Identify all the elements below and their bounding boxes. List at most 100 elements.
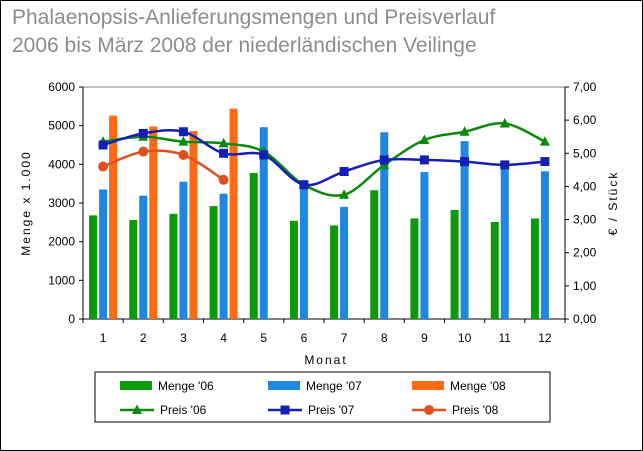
series-point — [460, 157, 470, 167]
bar — [139, 195, 148, 319]
x-tick-label: 10 — [458, 331, 472, 345]
bar — [219, 193, 228, 319]
series-point — [299, 180, 309, 190]
bar — [410, 218, 419, 319]
x-tick-label: 3 — [180, 331, 187, 345]
series-point — [379, 155, 389, 165]
legend-swatch — [268, 381, 300, 390]
y-left-tick-label: 5000 — [48, 119, 75, 133]
bar — [179, 181, 188, 319]
bar — [189, 131, 198, 319]
bar — [149, 126, 158, 319]
series-point — [339, 167, 349, 177]
x-axis-title: Monat — [304, 353, 347, 367]
bar — [460, 141, 469, 319]
x-tick-label: 7 — [341, 331, 348, 345]
legend-box — [94, 371, 551, 423]
right-axis: 0,00 1,00 2,00 3,00 4,00 5,00 6,00 7,00 — [564, 80, 597, 326]
y-left-tick-label: 3000 — [48, 196, 75, 210]
bar — [249, 172, 258, 319]
legend-label: Preis '07 — [308, 403, 355, 417]
bar — [169, 213, 178, 319]
bar — [299, 183, 308, 319]
legend-label: Preis '06 — [160, 403, 207, 417]
x-tick-label: 12 — [538, 331, 552, 345]
series-point — [539, 136, 550, 146]
bar — [330, 225, 339, 319]
y-left-axis-title: Menge x 1.000 — [19, 150, 33, 255]
x-tick-label: 4 — [220, 331, 227, 345]
series-point — [219, 148, 229, 158]
series-point — [540, 157, 550, 167]
legend-label: Menge '08 — [450, 379, 506, 393]
y-right-tick-label: 1,00 — [573, 279, 597, 293]
series-point — [339, 189, 350, 199]
bar — [370, 190, 379, 319]
series-point — [178, 127, 188, 137]
y-right-axis-title: € / Stück — [606, 171, 620, 236]
series-line — [102, 149, 225, 181]
series-point — [500, 160, 510, 170]
legend-swatch — [120, 381, 152, 390]
bar — [109, 115, 118, 319]
y-left-tick-label: 1000 — [48, 273, 75, 287]
y-right-tick-label: 3,00 — [573, 213, 597, 227]
bar — [380, 132, 389, 319]
y-left-tick-label: 6000 — [48, 80, 75, 94]
legend-swatch — [412, 381, 444, 390]
bars-group — [89, 108, 549, 319]
y-right-tick-label: 0,00 — [573, 312, 597, 326]
x-tick-label: 8 — [381, 331, 388, 345]
series-point — [218, 174, 229, 185]
y-left-tick-label: 2000 — [48, 235, 75, 249]
bar — [209, 206, 218, 319]
y-left-tick-label: 0 — [68, 312, 75, 326]
bar — [420, 172, 429, 319]
bar — [450, 209, 459, 319]
series-point — [98, 161, 109, 172]
x-tick-label: 11 — [499, 331, 512, 345]
x-tick-label: 5 — [260, 331, 267, 345]
series-point — [459, 126, 470, 136]
x-tick-label: 9 — [421, 331, 428, 345]
bar — [129, 220, 138, 319]
series-point — [98, 140, 108, 150]
series-point — [218, 137, 229, 148]
series-point — [178, 136, 189, 146]
legend-marker — [280, 405, 290, 415]
bar — [89, 215, 98, 319]
series-point — [138, 146, 149, 157]
x-tick-label: 6 — [301, 331, 308, 345]
bar — [500, 168, 509, 319]
bar — [259, 127, 268, 319]
y-left-tick-label: 4000 — [48, 157, 75, 171]
legend-marker — [424, 405, 434, 415]
legend-label: Menge '06 — [158, 379, 214, 393]
series-point — [138, 128, 148, 138]
legend-marker — [132, 404, 142, 414]
chart-title-line-2: 2006 bis März 2008 der niederländischen … — [12, 34, 477, 57]
lines-group — [98, 117, 550, 199]
series-point — [259, 150, 269, 160]
legend-label: Preis '08 — [452, 403, 499, 417]
y-right-tick-label: 5,00 — [573, 146, 597, 160]
left-axis: 0 1000 2000 3000 4000 5000 6000 — [48, 80, 84, 326]
y-right-tick-label: 4,00 — [573, 179, 597, 193]
x-tick-label: 2 — [140, 331, 147, 345]
y-right-tick-label: 2,00 — [573, 246, 597, 260]
legend: Menge '06 Menge '07 Menge '08 Preis '06 Prei… — [120, 379, 506, 417]
bar — [340, 206, 349, 319]
y-right-tick-label: 6,00 — [573, 113, 597, 127]
series-point — [419, 155, 429, 165]
x-tick-label: 1 — [100, 331, 107, 345]
series-point — [419, 134, 430, 145]
bar — [99, 189, 108, 319]
bar — [289, 220, 298, 319]
series-point — [499, 117, 510, 128]
bar — [540, 171, 549, 319]
legend-label: Menge '07 — [306, 379, 362, 393]
bar — [229, 108, 238, 319]
series-line — [102, 121, 546, 197]
x-axis: 1 2 3 4 5 6 7 8 9 10 11 12 — [82, 318, 566, 345]
